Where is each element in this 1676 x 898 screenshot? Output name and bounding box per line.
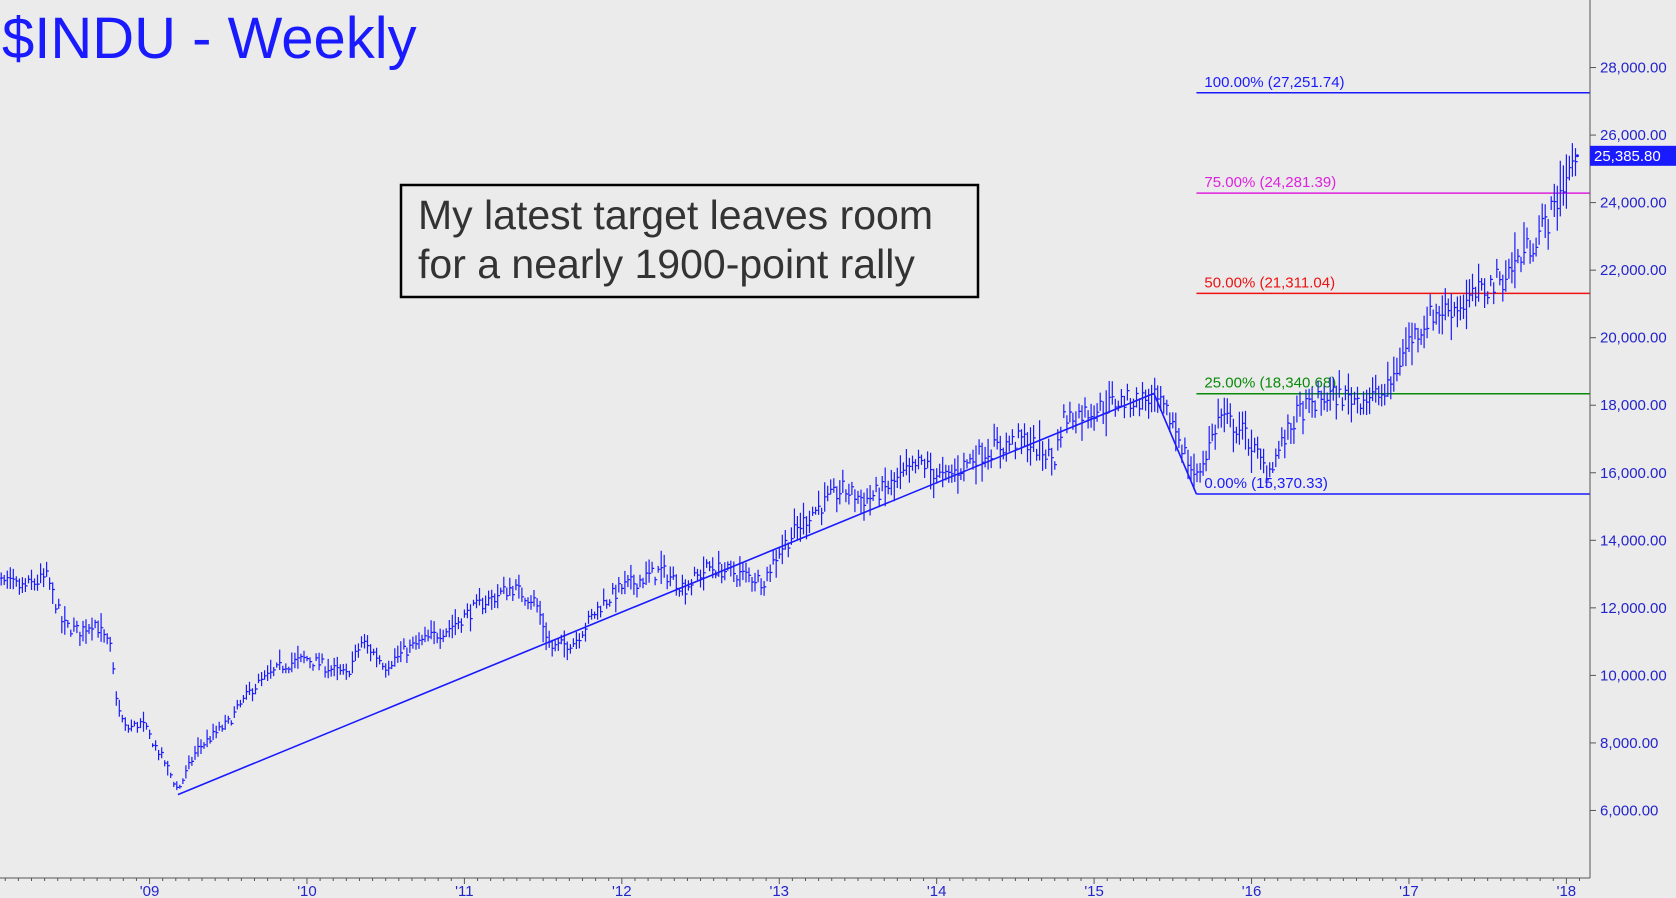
annotation-line-1: My latest target leaves room [418,192,933,238]
y-tick-label: 28,000.00 [1600,60,1667,77]
y-tick-label: 8,000.00 [1600,735,1658,752]
y-tick-label: 24,000.00 [1600,195,1667,212]
x-tick-label: '14 [927,883,947,898]
y-tick-label: 18,000.00 [1600,397,1667,414]
y-tick-label: 26,000.00 [1600,127,1667,144]
x-tick-label: '16 [1242,883,1262,898]
y-tick-label: 20,000.00 [1600,330,1667,347]
x-tick-label: '11 [455,883,473,898]
y-tick-label: 22,000.00 [1600,262,1667,279]
annotation-box: My latest target leaves room for a nearl… [399,183,980,299]
weekly-price-bars [0,143,1578,791]
x-axis: '09 '10 '11 '12 '13 '14 '15 '16 '17 '18 [4,878,1581,898]
annotation-line-2: for a nearly 1900-point rally [418,241,915,287]
chart-title: $INDU - Weekly [2,6,417,71]
x-tick-label: '09 [140,883,160,898]
fibonacci-levels: 0.00% (15,370.33)25.00% (18,340.68)50.00… [1196,74,1590,495]
x-tick-label: '15 [1084,883,1104,898]
y-tick-label: 10,000.00 [1600,667,1667,684]
x-tick-label: '17 [1399,883,1419,898]
x-tick-label: '18 [1557,883,1577,898]
fib-level-label: 25.00% (18,340.68) [1204,375,1336,392]
y-tick-label: 14,000.00 [1600,532,1667,549]
fib-level-label: 50.00% (21,311.04) [1204,274,1335,291]
fib-level-label: 75.00% (24,281.39) [1204,174,1336,191]
fib-level-label: 100.00% (27,251.74) [1204,74,1344,91]
last-price-tag: 25,385.80 [1590,145,1676,166]
y-axis: 6,000.00 8,000.00 10,000.00 12,000.00 14,000… [1590,60,1667,819]
last-price-box [1590,145,1676,166]
y-tick-label: 16,000.00 [1600,465,1667,482]
x-tick-label: '13 [769,883,789,898]
x-tick-label: '12 [612,883,632,898]
annotation-frame [399,183,980,299]
last-bar-marker [1575,154,1579,158]
x-tick-label: '10 [297,883,317,898]
y-tick-label: 12,000.00 [1600,600,1667,617]
last-price-label: 25,385.80 [1594,148,1661,165]
y-tick-label: 6,000.00 [1600,802,1658,819]
price-series [0,143,1579,791]
